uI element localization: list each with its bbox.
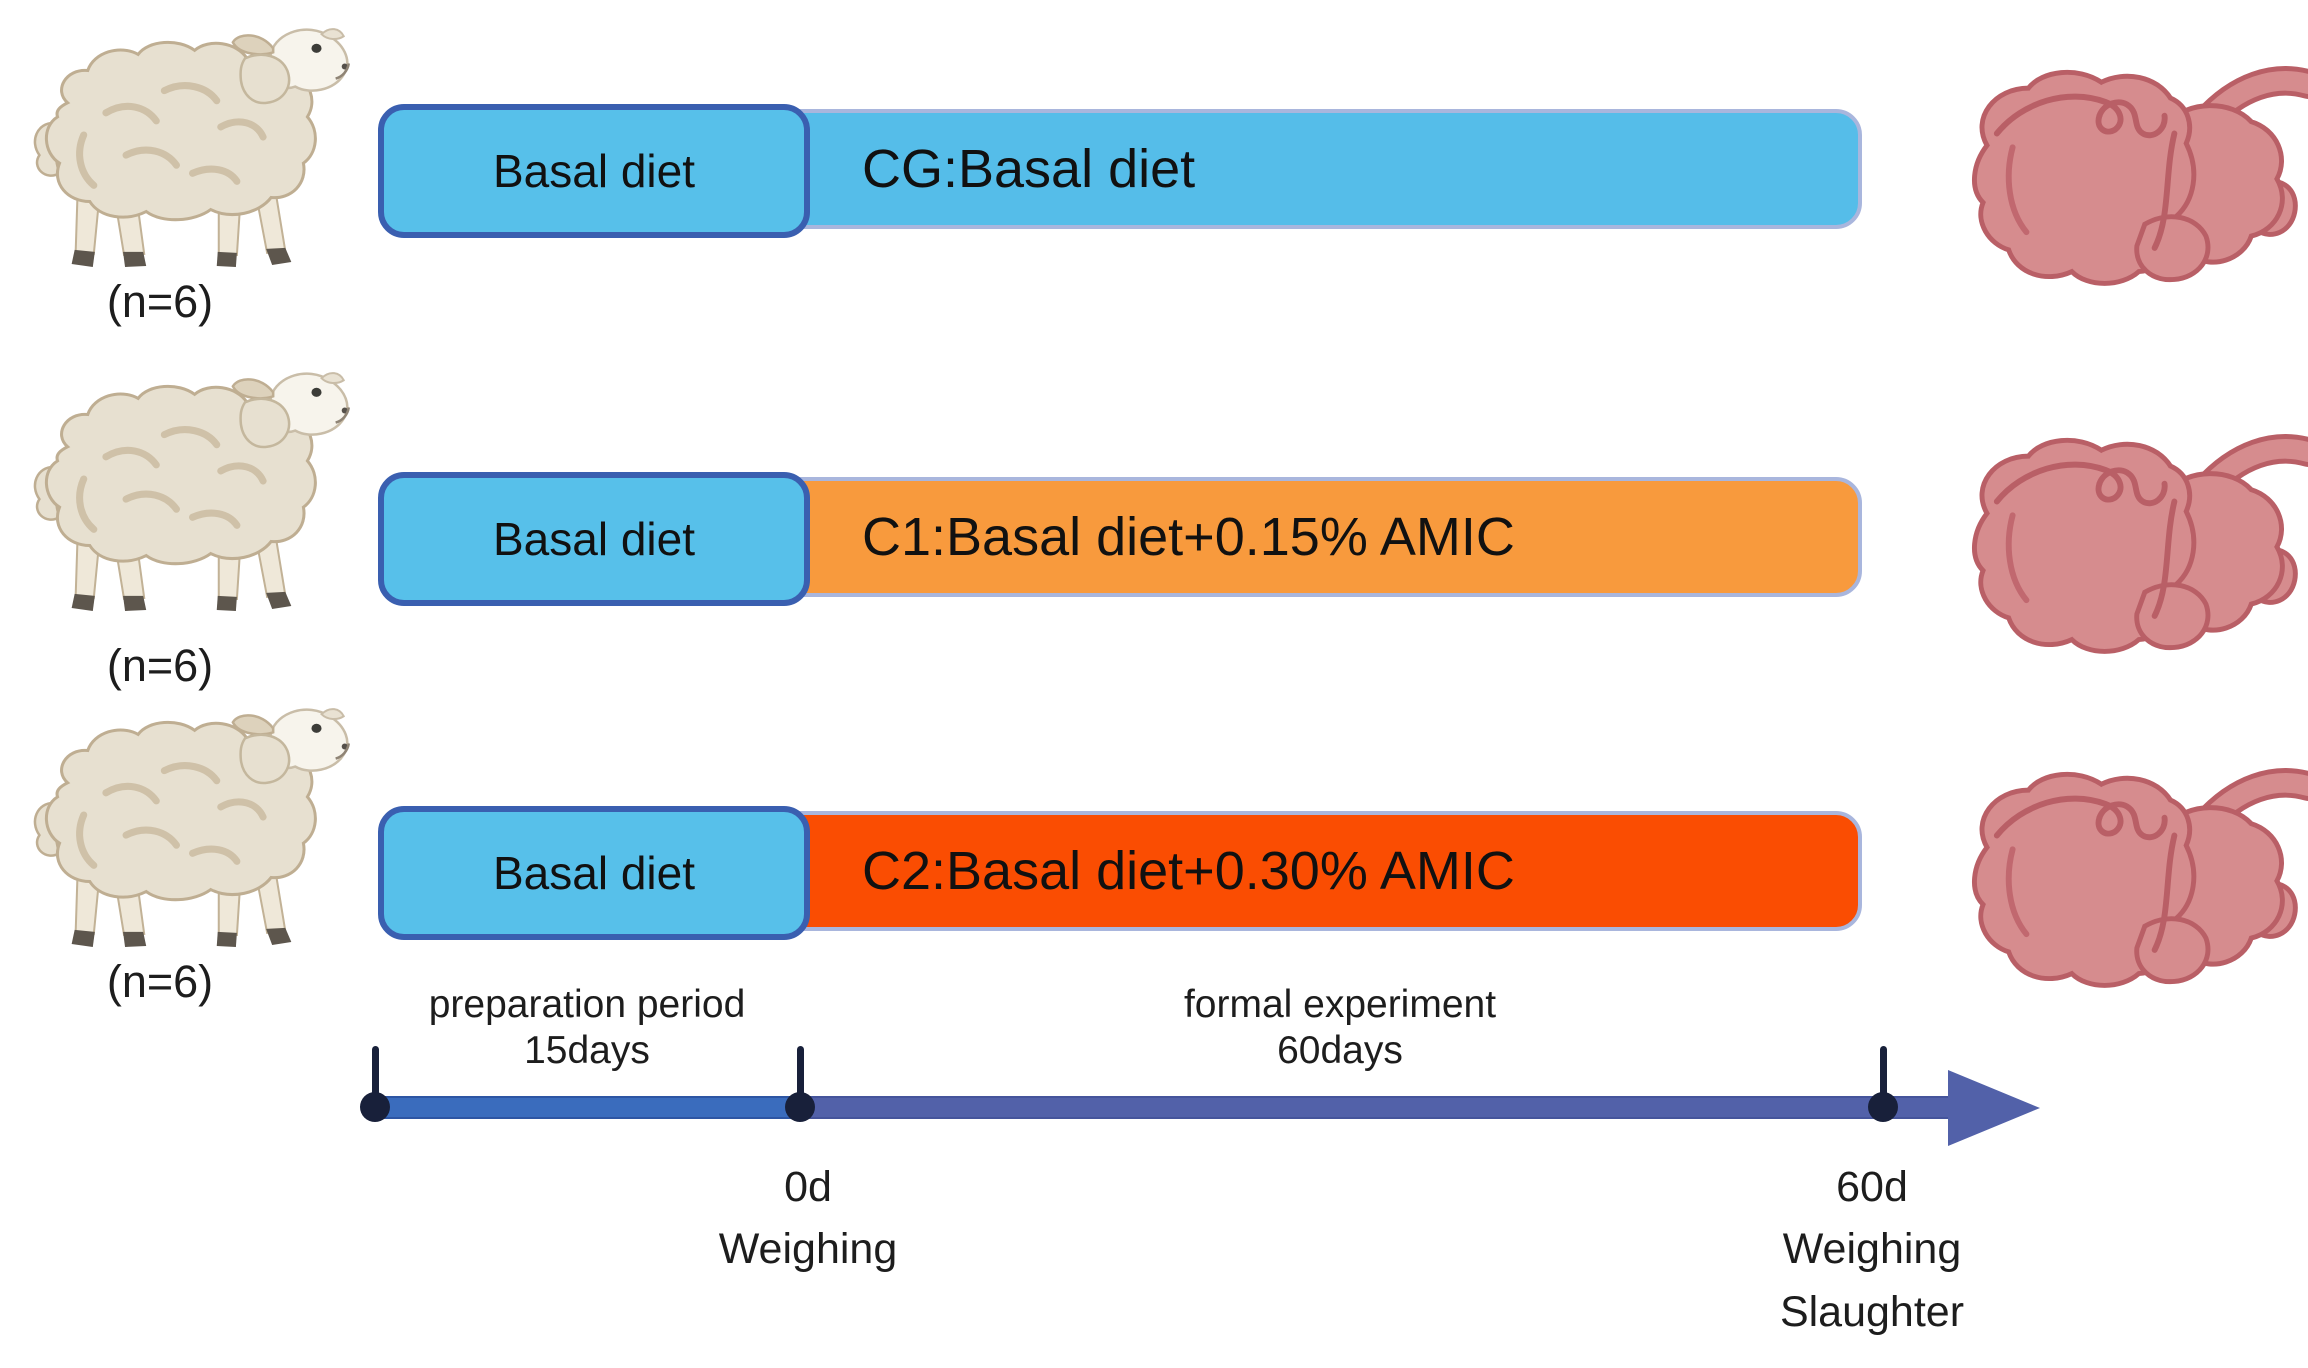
rumen-icon <box>1950 27 2308 313</box>
group-count-label: (n=6) <box>106 640 214 691</box>
marker-60d-event2: Slaughter <box>1779 1287 1965 1336</box>
prep-diet-label: Basal diet <box>492 145 695 197</box>
timeline-marker-stem <box>797 1046 804 1106</box>
sheep-icon <box>12 350 357 612</box>
phase2-duration: 60days <box>1277 1029 1403 1073</box>
group-count-label: (n=6) <box>106 956 214 1007</box>
rumen-icon <box>1950 729 2308 1015</box>
phase1-duration: 15days <box>524 1029 650 1073</box>
sheep-icon <box>12 686 357 948</box>
timeline-marker-stem <box>372 1046 379 1106</box>
timeline-marker-dot <box>785 1092 815 1122</box>
prep-diet-label: Basal diet <box>492 847 695 899</box>
prep-diet-box: Basal diet <box>378 806 810 940</box>
phase2-title: formal experiment <box>1183 983 1497 1026</box>
timeline-marker-dot <box>360 1092 390 1122</box>
marker-0d-event: Weighing <box>718 1225 898 1274</box>
sheep-icon <box>12 6 357 268</box>
treatment-label: C1:Basal diet+0.15% AMIC <box>862 507 1515 567</box>
timeline-marker-stem <box>1880 1046 1887 1106</box>
timeline-prep-segment <box>375 1096 802 1119</box>
marker-60d-label: 60d Weighing Slaughter <box>1672 1156 2072 1343</box>
treatment-bar-c1: C1:Basal diet+0.15% AMIC <box>600 477 1862 597</box>
treatment-bar-cg: CG:Basal diet <box>600 109 1862 229</box>
timeline-marker-dot <box>1868 1092 1898 1122</box>
treatment-bar-c2: C2:Basal diet+0.30% AMIC <box>600 811 1862 931</box>
phase2-label: formal experiment 60days <box>1080 982 1600 1074</box>
treatment-label: C2:Basal diet+0.30% AMIC <box>862 841 1515 901</box>
treatment-label: CG:Basal diet <box>862 139 1196 199</box>
prep-diet-box: Basal diet <box>378 472 810 606</box>
prep-diet-label: Basal diet <box>492 513 695 565</box>
marker-0d-label: 0d Weighing <box>658 1156 958 1281</box>
marker-0d-day: 0d <box>784 1163 832 1211</box>
group-count-label: (n=6) <box>106 276 214 327</box>
rumen-icon <box>1950 395 2308 681</box>
prep-diet-box: Basal diet <box>378 104 810 238</box>
timeline-formal-segment <box>800 1096 1952 1119</box>
phase1-title: preparation period <box>428 983 746 1026</box>
timeline-arrowhead-icon <box>1948 1070 2040 1146</box>
phase1-label: preparation period 15days <box>327 982 847 1074</box>
marker-60d-event1: Weighing <box>1782 1225 1962 1274</box>
marker-60d-day: 60d <box>1836 1163 1908 1211</box>
